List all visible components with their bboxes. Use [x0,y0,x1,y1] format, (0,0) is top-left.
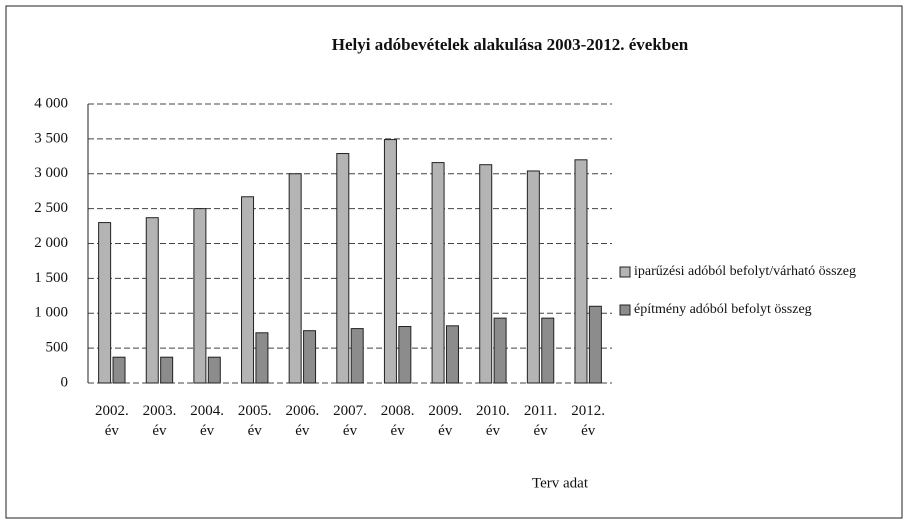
bar [336,153,350,384]
x-tick-label: 2002. év [94,403,129,439]
chart-title: Helyi adóbevételek alakulása 2003-2012. … [332,35,689,54]
bar [303,330,317,384]
x-tick-label: 2010. év [476,403,510,439]
legend-label: építmény adóból befolyt összeg [634,302,812,317]
x-tick-label: 2012. év [571,403,606,439]
y-tick-label: 1 500 [34,270,68,286]
bar [398,326,412,384]
y-tick-label: 4 000 [34,95,68,111]
bar [588,305,602,384]
x-tick-label: 2011. év [523,403,558,439]
y-tick-label: 2 500 [34,200,68,216]
annotation: Terv adat [532,475,589,491]
x-tick-label: 2007. év [333,403,367,439]
bar [383,139,397,384]
bar [431,162,445,384]
y-tick-label: 1 000 [34,305,68,321]
x-tick-label: 2003. év [142,403,177,439]
bar [526,170,540,384]
x-tick-label: 2008. év [380,403,415,439]
bar [255,332,269,384]
bar [479,164,493,384]
x-tick-label: 2005. év [237,403,272,439]
bar [98,222,112,384]
x-tick-label: 2006. év [285,403,320,439]
bar [445,325,459,384]
y-tick-label: 500 [46,340,69,356]
frame [5,5,903,519]
bar [574,159,588,384]
bar [288,173,302,384]
y-tick-label: 0 [61,374,69,390]
bar [350,328,364,384]
bar [541,317,555,384]
bar [493,317,507,384]
legend-swatch [619,266,631,278]
bar [241,196,255,384]
x-tick-label: 2004. év [190,403,224,439]
legend-swatch [619,304,631,316]
y-tick-label: 3 500 [34,130,68,146]
bar [112,356,126,384]
legend-label: iparűzési adóból befolyt/várható összeg [634,264,856,279]
bar [193,208,207,384]
bar [207,356,221,384]
bar [160,356,174,384]
x-tick-label: 2009. év [428,403,463,439]
bar [145,217,159,384]
y-tick-label: 3 000 [34,165,68,181]
y-tick-label: 2 000 [34,235,68,251]
